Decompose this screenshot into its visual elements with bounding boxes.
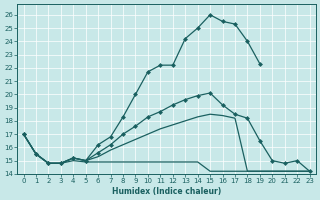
X-axis label: Humidex (Indice chaleur): Humidex (Indice chaleur) — [112, 187, 221, 196]
